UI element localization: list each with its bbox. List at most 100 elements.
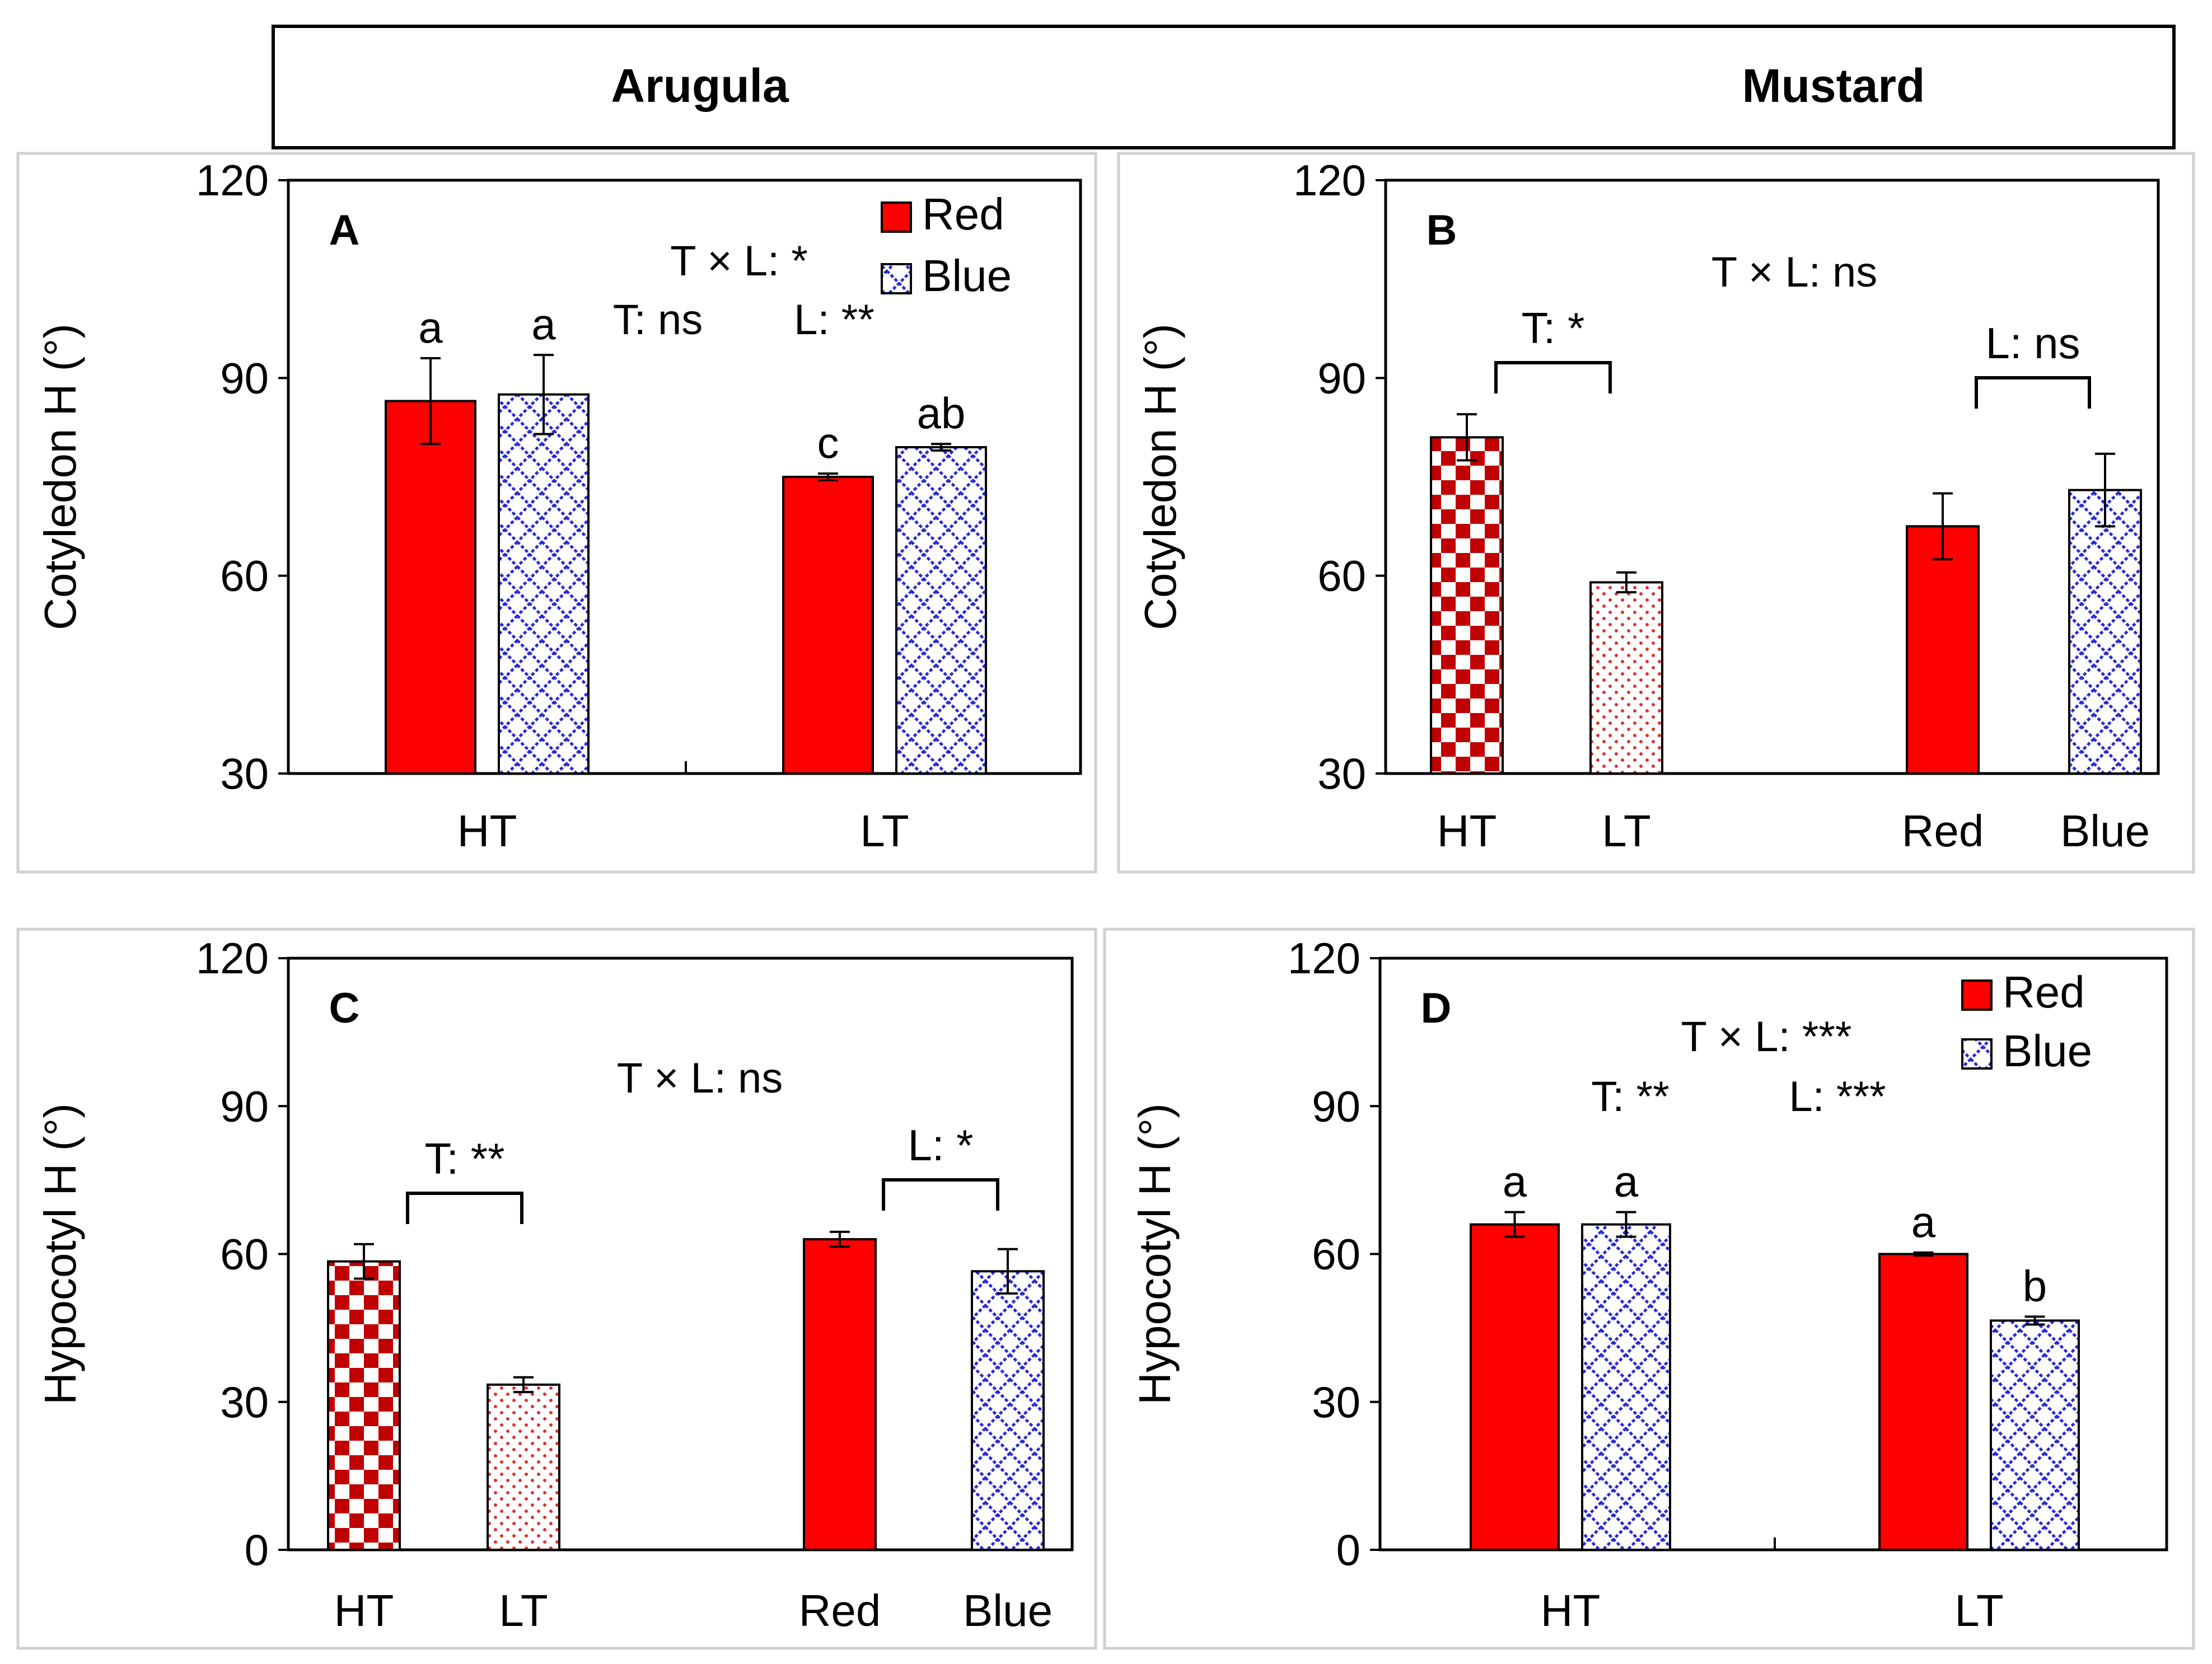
bar-c-lt — [487, 1383, 560, 1551]
significance-letter: a — [1503, 1157, 1527, 1206]
legend-label-blue: Blue — [2003, 1026, 2092, 1076]
stats-text: T × L: *** — [1681, 1013, 1852, 1061]
x-tick-label: Blue — [2060, 806, 2150, 856]
significance-letter: a — [1911, 1197, 1936, 1246]
panel-b: 30 60 90 120 Cotyledon H (°) B T × L: ns HT LT Re… — [1135, 156, 2160, 856]
comparison-bracket — [1975, 376, 2091, 409]
x-tick-label: LT — [1602, 806, 1650, 856]
x-tick-label: HT — [457, 806, 517, 856]
bar-c-red — [803, 1238, 877, 1551]
y-tick-label: 120 — [1293, 156, 1366, 205]
panel-border-b — [1117, 152, 2195, 874]
bar-c-ht — [327, 1260, 401, 1551]
comparison-bracket — [406, 1192, 523, 1224]
legend-label-red: Red — [922, 189, 1004, 239]
significance-letter: a — [531, 299, 556, 349]
panel-d: 0 30 60 90 120 Hypocotyl H (°) D T × L: ***T: *… — [1130, 934, 2168, 1635]
bracket-label: L: ns — [1985, 318, 2080, 368]
significance-letter: b — [2023, 1261, 2047, 1310]
panel-letter: A — [329, 207, 360, 254]
stats-text: L: *** — [1789, 1073, 1886, 1121]
stats-text: L: ** — [794, 296, 874, 344]
legend-label-red: Red — [2003, 967, 2085, 1017]
y-axis-label: Cotyledon H (°) — [35, 324, 85, 630]
y-tick-label: 120 — [1288, 934, 1360, 983]
y-tick-label: 60 — [1312, 1230, 1360, 1279]
y-axis-label: Hypocotyl H (°) — [35, 1103, 85, 1405]
x-tick-label: LT — [499, 1586, 548, 1635]
legend-label-blue: Blue — [922, 251, 1012, 301]
panel-c: 0 30 60 90 120 Hypocotyl H (°) C T × L: ns HT LT R… — [35, 934, 1074, 1635]
y-tick-label: 90 — [220, 1081, 269, 1131]
panel-letter: B — [1427, 207, 1457, 254]
x-tick-label: HT — [334, 1586, 394, 1635]
significance-letter: c — [817, 418, 839, 467]
bar-a-lt-blue — [895, 446, 987, 775]
x-tick-label: Red — [799, 1586, 881, 1635]
plot-area — [287, 179, 1082, 775]
header-title-arugula: Arugula — [611, 59, 789, 112]
plot-area — [1384, 179, 2160, 775]
legend-swatch-red — [1961, 979, 1993, 1011]
panel-letter: C — [329, 985, 360, 1032]
bar-c-blue — [971, 1270, 1045, 1551]
y-tick-label: 30 — [1317, 749, 1366, 798]
x-tick-label: Blue — [963, 1586, 1053, 1635]
bar-b-lt — [1589, 581, 1663, 775]
x-tick-label: Red — [1902, 806, 1984, 856]
bar-a-ht-red — [385, 400, 476, 775]
stats-text: T: ns — [613, 296, 703, 344]
y-tick-label: 90 — [1317, 353, 1366, 402]
bar-b-ht — [1430, 436, 1504, 775]
stats-text: T × L: ns — [1711, 249, 1877, 296]
y-axis-label: Hypocotyl H (°) — [1130, 1103, 1180, 1405]
bar-d-ht-blue — [1581, 1223, 1671, 1551]
y-tick-label: 90 — [1312, 1081, 1360, 1131]
y-tick-label: 60 — [220, 551, 269, 601]
y-tick-label: 30 — [220, 1377, 269, 1427]
panel-letter: D — [1421, 985, 1452, 1032]
bar-b-blue — [2068, 489, 2142, 775]
stats-text: T × L: * — [670, 237, 808, 285]
plot-area — [287, 957, 1074, 1551]
bar-d-lt-red — [1878, 1253, 1968, 1551]
legend-swatch-blue — [881, 263, 912, 294]
x-tick-label: HT — [1437, 806, 1497, 856]
y-tick-label: 60 — [220, 1230, 269, 1279]
significance-letter: ab — [917, 388, 966, 438]
bar-d-lt-blue — [1990, 1319, 2080, 1551]
y-tick-label: 120 — [196, 934, 269, 983]
bracket-label: T: * — [1522, 303, 1585, 353]
significance-letter: a — [418, 303, 443, 352]
panel-a: 30 60 90 120 Cotyledon H (°) A T × L: * T: ns L:… — [35, 156, 1082, 856]
y-tick-label: 120 — [196, 156, 269, 205]
x-tick-label: LT — [860, 806, 909, 856]
legend-swatch-red — [881, 201, 912, 233]
panel-border-d — [1103, 927, 2195, 1650]
y-tick-label: 30 — [1312, 1377, 1360, 1427]
stats-text: T: ** — [1591, 1073, 1669, 1121]
bar-a-lt-red — [782, 476, 874, 775]
y-tick-label: 0 — [1336, 1525, 1360, 1574]
y-tick-label: 30 — [220, 749, 269, 798]
y-tick-label: 90 — [220, 353, 269, 402]
comparison-bracket — [1494, 361, 1612, 393]
y-tick-label: 0 — [245, 1525, 269, 1574]
y-tick-label: 60 — [1317, 551, 1366, 601]
x-tick-label: HT — [1541, 1586, 1601, 1635]
bar-a-ht-blue — [498, 393, 590, 775]
bar-d-ht-red — [1470, 1223, 1560, 1551]
header-title-mustard: Mustard — [1742, 59, 1925, 112]
significance-letter: a — [1614, 1157, 1639, 1206]
x-tick-label: LT — [1954, 1586, 2003, 1635]
panel-border-c — [16, 927, 1097, 1650]
header-box — [272, 25, 2176, 149]
bar-b-red — [1906, 525, 1980, 775]
legend-swatch-blue — [1961, 1038, 1993, 1070]
y-axis-label: Cotyledon H (°) — [1135, 324, 1185, 630]
comparison-bracket — [882, 1178, 999, 1211]
panel-border-a — [16, 152, 1097, 874]
bracket-label: L: * — [908, 1121, 973, 1170]
bracket-label: T: ** — [424, 1134, 504, 1183]
